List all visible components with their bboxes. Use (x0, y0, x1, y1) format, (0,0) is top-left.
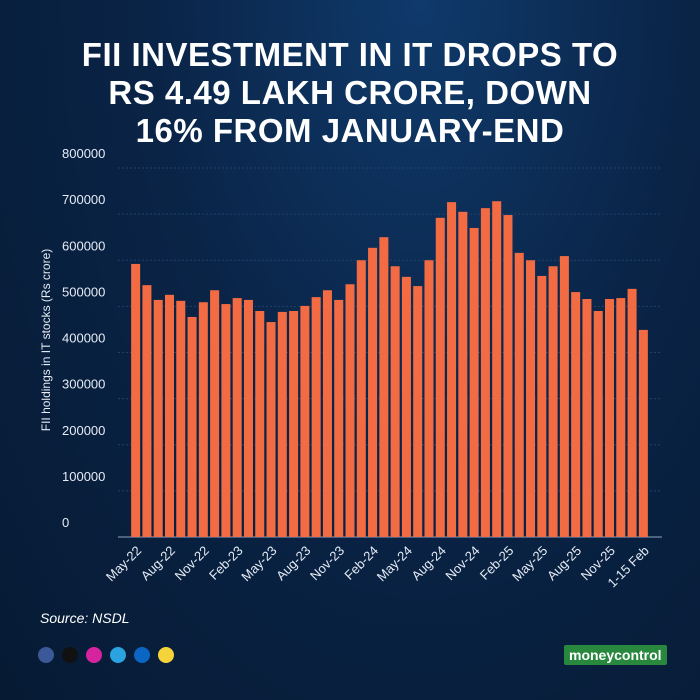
bar (537, 275, 547, 537)
bar (379, 237, 389, 537)
bar (559, 256, 569, 537)
x-tick-label: Feb-24 (341, 543, 381, 583)
bar (571, 292, 581, 537)
bar (277, 311, 287, 537)
bar (616, 298, 626, 537)
x-tick-label: Feb-23 (206, 543, 246, 583)
y-tick-label: 300000 (62, 377, 105, 392)
bar (187, 316, 197, 537)
bar (447, 202, 457, 537)
bar (424, 260, 434, 537)
y-tick-label: 400000 (62, 331, 105, 346)
y-tick-label: 500000 (62, 284, 105, 299)
bar (548, 266, 558, 537)
bar (638, 329, 648, 537)
bar (345, 284, 355, 537)
bar (311, 297, 321, 537)
bar (243, 299, 253, 537)
source: Source: NSDL (40, 610, 130, 626)
x-tick-label: Nov-24 (442, 543, 482, 583)
x-tick-label: May-22 (103, 543, 144, 584)
x-tick-label: Aug-25 (544, 543, 584, 583)
y-tick-label: 800000 (62, 146, 105, 161)
x-tick-label: Aug-22 (138, 543, 178, 583)
bar (322, 290, 332, 537)
x-tick-label: May-23 (238, 543, 279, 584)
bar (131, 263, 141, 537)
bar (221, 304, 231, 537)
bar (526, 260, 536, 537)
bar (266, 322, 276, 537)
bar (300, 305, 310, 537)
brand-logo: moneycontrol (564, 645, 667, 665)
social-icons (38, 647, 174, 663)
bar (334, 299, 344, 537)
bar (401, 276, 411, 537)
y-tick-label: 600000 (62, 238, 105, 253)
bar (514, 252, 524, 537)
bar (210, 290, 220, 537)
bar (492, 201, 502, 537)
x-tick-label: Feb-25 (477, 543, 517, 583)
y-tick-label: 200000 (62, 423, 105, 438)
bar (604, 298, 615, 537)
y-tick-label: 100000 (62, 469, 105, 484)
bar (255, 310, 265, 537)
bar (164, 294, 175, 537)
bar (627, 288, 637, 537)
x-tick-label: Aug-24 (409, 543, 449, 583)
bar (368, 247, 378, 537)
x-tick-label: May-24 (374, 543, 415, 584)
x-tick-label: Nov-23 (307, 543, 347, 583)
bar (142, 285, 152, 537)
bar (356, 260, 366, 537)
y-tick-label: 0 (62, 515, 69, 530)
bar (469, 227, 479, 537)
bar (232, 298, 242, 537)
bar (480, 208, 490, 537)
bar (582, 298, 592, 537)
bar (176, 300, 186, 537)
bar (153, 299, 163, 537)
x-tick-label: May-25 (509, 543, 550, 584)
x-tick-label: Nov-22 (172, 543, 212, 583)
y-axis-title: FII holdings in IT stocks (Rs crore) (39, 249, 53, 432)
chart-title: FII INVESTMENT IN IT DROPS TO RS 4.49 LA… (81, 36, 619, 149)
bar (503, 215, 513, 538)
x-tick-label: Aug-23 (273, 543, 313, 583)
bar (289, 310, 299, 537)
bar (198, 302, 208, 537)
bar (593, 310, 603, 537)
y-tick-label: 700000 (62, 192, 105, 207)
bar (390, 266, 400, 537)
bar (458, 211, 468, 537)
bar (435, 217, 445, 537)
bar (413, 286, 423, 537)
